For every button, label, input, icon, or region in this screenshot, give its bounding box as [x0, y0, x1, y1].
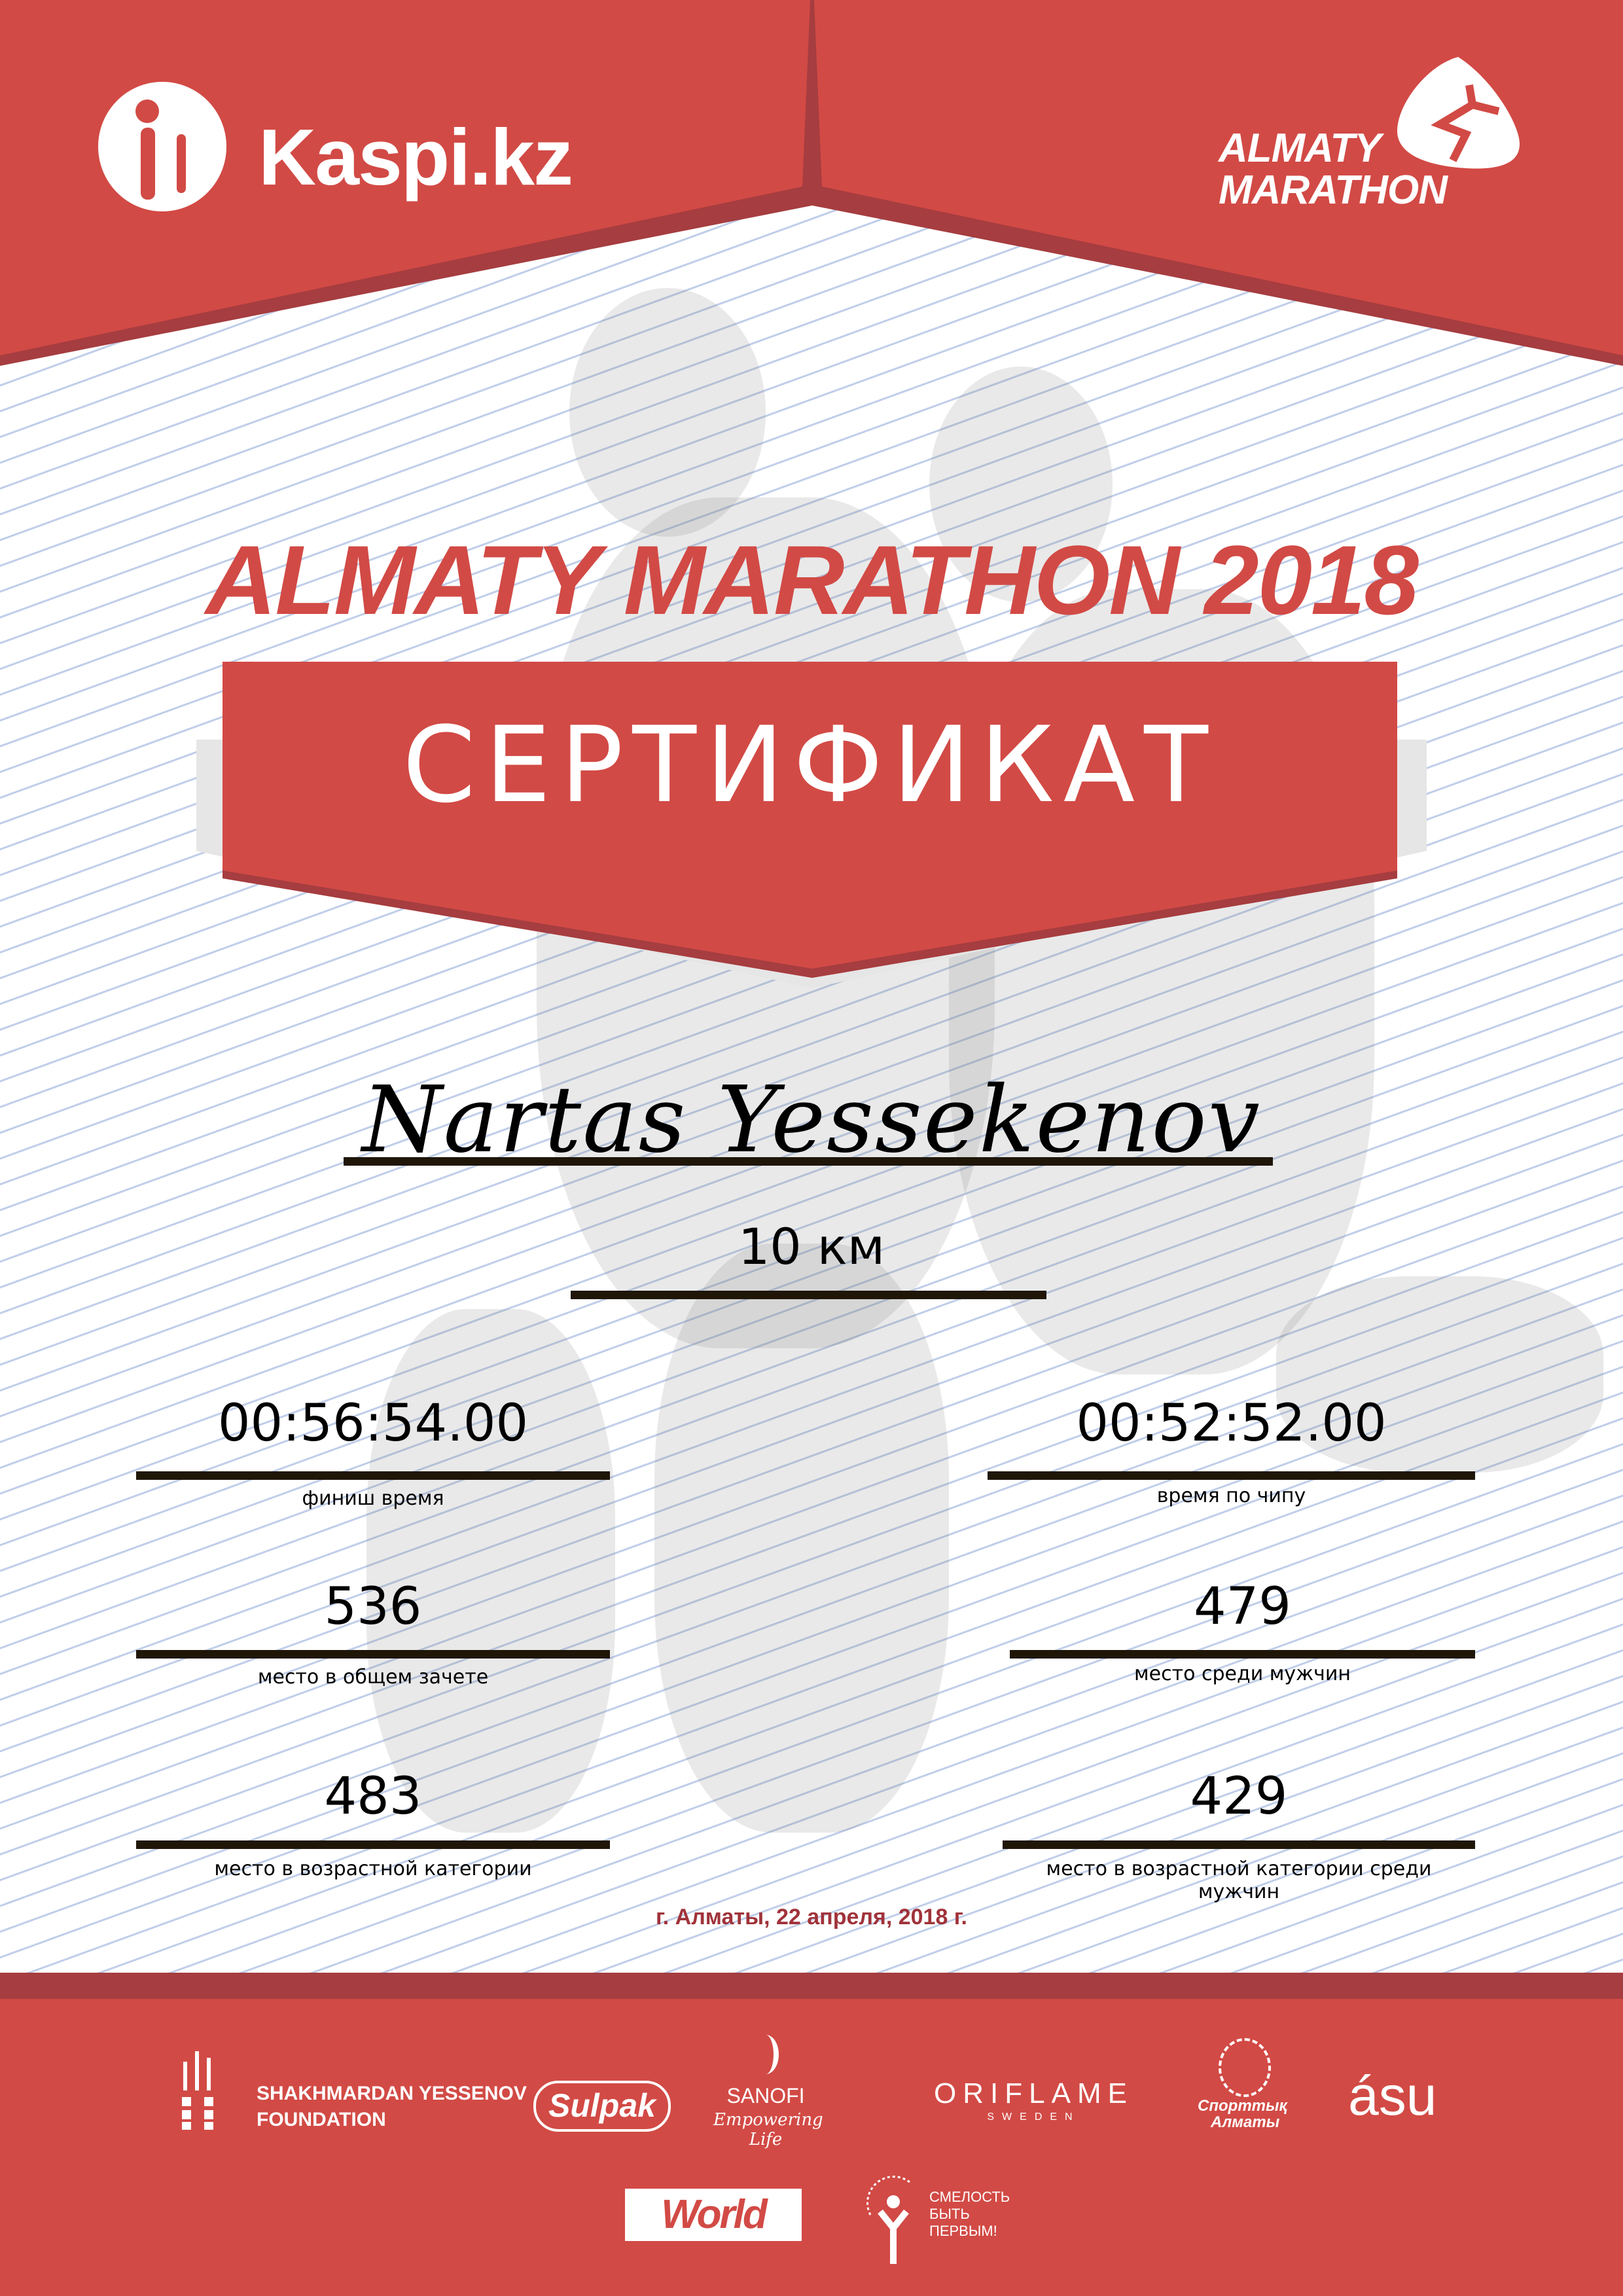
fund-line-2: БЫТЬ: [929, 2206, 970, 2222]
result-value: 00:52:52.00: [1076, 1394, 1387, 1453]
fund-figure-icon: [866, 2176, 910, 2264]
yessenov-icon: [182, 2051, 213, 2130]
footer-band: [0, 1973, 1623, 1999]
almaty-marathon-runner-icon: [1397, 57, 1520, 169]
result-label: время по чипу: [1156, 1484, 1306, 1507]
fund-line-3: ПЕРВЫМ!: [929, 2223, 997, 2239]
result-label: место в общем зачете: [257, 1666, 489, 1689]
result-underline: [136, 1650, 610, 1659]
result-value: 536: [324, 1577, 422, 1636]
logo-line-1: ALMATY: [1219, 126, 1382, 171]
sport-almaty-line-1: Спорттық: [1198, 2097, 1287, 2115]
result-label: финиш время: [302, 1487, 444, 1510]
result-underline: [988, 1471, 1475, 1480]
sport-almaty-icon: [1219, 2038, 1271, 2097]
result-underline: [1010, 1650, 1475, 1659]
sport-almaty-line-2: Алматы: [1211, 2113, 1280, 2131]
result-value: 479: [1194, 1577, 1291, 1636]
oriflame-text: ORIFLAME: [934, 2077, 1133, 2109]
logo-line-2: MARATHON: [1219, 168, 1448, 213]
event-title: ALMATY MARATHON 2018: [205, 525, 1419, 635]
asu-logo: ásu: [1348, 2065, 1437, 2126]
result-underline: [136, 1471, 610, 1480]
certificate-heading: СЕРТИФИКАТ: [402, 704, 1217, 826]
oriflame-sub: SWEDEN: [987, 2111, 1080, 2123]
place-and-date: г. Алматы, 22 апреля, 2018 г.: [656, 1905, 967, 1929]
result-underline: [1003, 1840, 1475, 1849]
result-value: 00:56:54.00: [217, 1394, 529, 1453]
result-label: место в возрастной категории: [214, 1857, 532, 1880]
kaspi-icon: [98, 82, 226, 211]
sanofi-tagline: Empowering Life: [713, 2110, 823, 2149]
result-underline: [136, 1840, 610, 1849]
name-underline: [344, 1157, 1273, 1166]
distance: 10 км: [738, 1217, 885, 1276]
result-value: 429: [1190, 1767, 1288, 1826]
fund-line-1: СМЕЛОСТЬ: [929, 2189, 1010, 2205]
sponsors-footer: SHAKHMARDAN YESSENOV FOUNDATION Sulpak S…: [0, 1999, 1623, 2296]
header-chevron: [0, 0, 1623, 366]
distance-underline: [571, 1291, 1046, 1299]
world-class-logo: World Class: [625, 2189, 802, 2289]
result-label: место в возрастной категории среди мужчи…: [1046, 1857, 1432, 1903]
yessenov-line-1: SHAKHMARDAN YESSENOV: [257, 2083, 527, 2104]
yessenov-line-2: FOUNDATION: [257, 2109, 386, 2130]
almaty-marathon-logo: ALMATY MARATHON: [1219, 126, 1448, 213]
result-label: место среди мужчин: [1134, 1662, 1351, 1685]
result-value: 483: [324, 1767, 422, 1826]
sanofi-text: SANOFI: [726, 2084, 805, 2108]
kaspi-logo-text: Kaspi.kz: [259, 113, 573, 202]
sanofi-icon: [753, 2035, 779, 2074]
participant-name: Nartas Yessekenov: [362, 1067, 1261, 1174]
sulpak-logo: Sulpak: [533, 2081, 671, 2132]
